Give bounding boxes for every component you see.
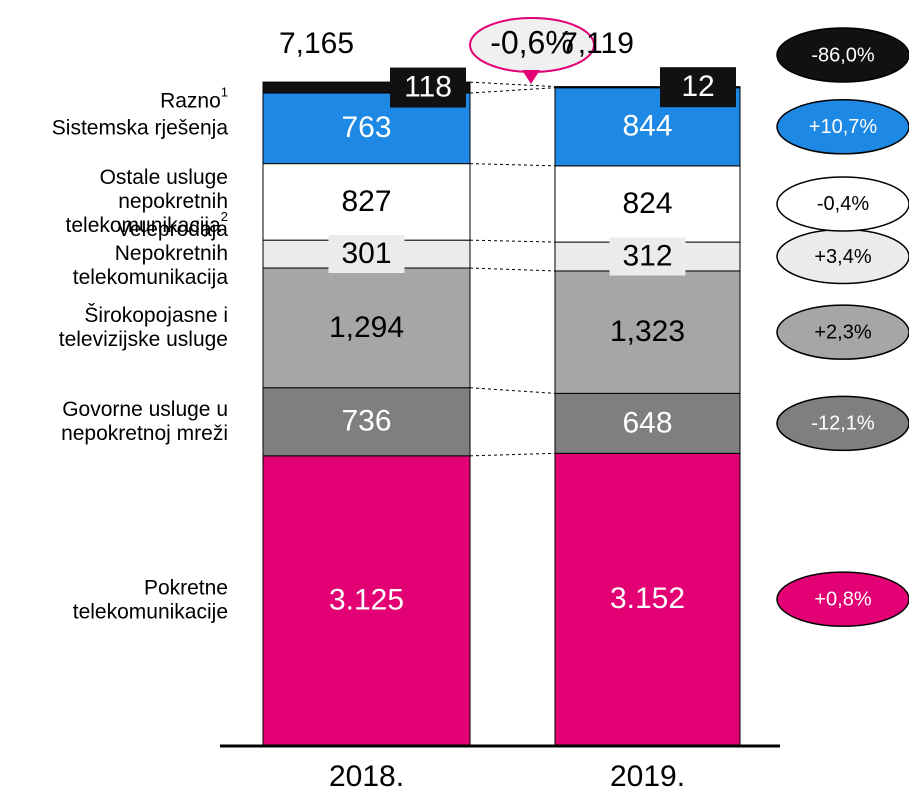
- x-tick-label: 2019.: [610, 760, 685, 793]
- value-label: 827: [341, 185, 391, 218]
- bar-segment: [262, 387, 471, 457]
- bar-segment: [262, 455, 471, 746]
- change-label: +0,8%: [814, 588, 871, 610]
- legend-label: telekomunikacija: [73, 266, 229, 289]
- value-label: 312: [622, 239, 672, 272]
- legend-label: Nepokretnih: [115, 242, 228, 265]
- value-label: 844: [622, 110, 672, 143]
- value-label: 1,294: [329, 311, 404, 344]
- value-label: 648: [622, 406, 672, 439]
- change-label: -86,0%: [811, 44, 875, 66]
- change-label: +3,4%: [814, 246, 871, 268]
- change-label: +2,3%: [814, 321, 871, 343]
- footnote: 1: [221, 85, 228, 100]
- legend-text: Veleprodaja: [117, 218, 228, 241]
- legend-text: nepokretnih: [118, 189, 228, 212]
- change-bubble: [776, 395, 909, 452]
- x-tick-label: 2018.: [329, 760, 404, 793]
- connector: [469, 163, 556, 167]
- bar-segment: [262, 81, 471, 94]
- value-box: [328, 235, 405, 274]
- legend-label: Širokopojasne i: [84, 303, 228, 326]
- legend-label: Govorne usluge u: [62, 397, 228, 420]
- change-bubble: [776, 99, 909, 155]
- legend-label: telekomunikacija2: [66, 209, 228, 236]
- bar-segment: [554, 270, 741, 394]
- legend-text: Sistemska rješenja: [52, 116, 229, 139]
- footnote: 2: [221, 209, 228, 224]
- bar-segment: [554, 86, 741, 89]
- legend-text: Nepokretnih: [115, 242, 228, 265]
- legend-label: nepokretnoj mreži: [61, 421, 228, 444]
- change-label: -0,4%: [817, 193, 869, 215]
- value-label: 12: [681, 70, 714, 103]
- legend-text: Ostale usluge: [100, 165, 228, 188]
- bar-segment: [554, 452, 741, 746]
- legend-text: telekomunikacija: [66, 213, 222, 236]
- connector: [469, 267, 556, 272]
- legend-text: televizijske usluge: [59, 327, 228, 350]
- legend-text: Širokopojasne i: [84, 303, 228, 326]
- legend-label: televizijske usluge: [59, 327, 228, 350]
- connector: [469, 387, 556, 394]
- value-label: 824: [622, 187, 672, 220]
- total-label: 7,119: [561, 27, 634, 60]
- bar-segment: [262, 267, 471, 389]
- value-label: 763: [341, 111, 391, 144]
- legend-text: telekomunikacije: [73, 600, 228, 623]
- legend-text: Pokretne: [144, 576, 228, 599]
- value-box: [390, 67, 466, 108]
- bar-segment: [554, 165, 741, 243]
- value-label: 118: [404, 70, 452, 103]
- change-bubble: [776, 304, 909, 360]
- connector: [469, 452, 556, 457]
- legend-text: telekomunikacija: [73, 266, 229, 289]
- bubble-pointer: [522, 70, 540, 84]
- legend-label: telekomunikacije: [73, 600, 228, 623]
- connector: [469, 81, 556, 88]
- legend-label: Ostale usluge: [100, 165, 228, 188]
- legend-label: Sistemska rješenja: [52, 116, 229, 139]
- change-label: +10,7%: [809, 116, 878, 138]
- value-label: 3.125: [329, 583, 404, 616]
- change-label: -12,1%: [811, 413, 875, 435]
- legend-label: Pokretne: [144, 576, 228, 599]
- change-bubble: [776, 571, 909, 627]
- value-label: 301: [341, 237, 391, 270]
- total-change: -0,6%: [490, 24, 574, 60]
- legend-text: Govorne usluge u: [62, 397, 228, 420]
- value-box: [660, 67, 736, 108]
- change-bubble: [776, 176, 909, 232]
- bar-segment: [554, 392, 741, 454]
- legend-text: nepokretnoj mreži: [61, 421, 228, 444]
- value-label: 3.152: [610, 582, 685, 615]
- change-bubble: [776, 27, 909, 83]
- connector: [469, 239, 556, 243]
- connector: [469, 87, 556, 94]
- value-label: 1,323: [610, 315, 685, 348]
- legend-label: Veleprodaja: [117, 218, 228, 241]
- legend-label: Razno1: [160, 85, 228, 112]
- legend-text: Razno: [160, 89, 221, 112]
- bar-segment: [262, 163, 471, 241]
- total-label: 7,165: [279, 27, 354, 60]
- legend-label: nepokretnih: [118, 189, 228, 212]
- value-label: 736: [341, 405, 391, 438]
- value-box: [609, 237, 686, 276]
